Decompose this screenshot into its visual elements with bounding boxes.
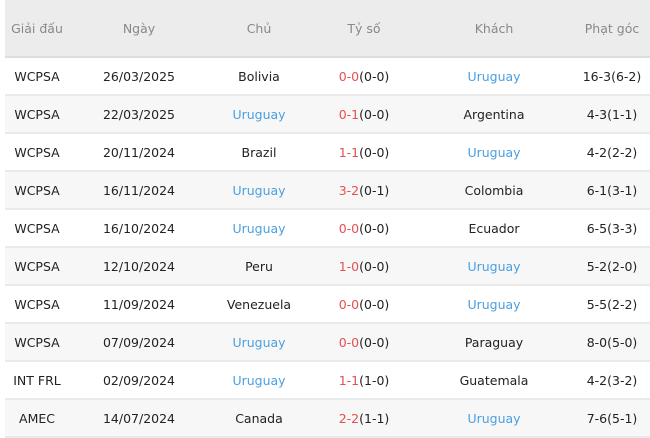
corners-cell: 4-2(3-2)	[569, 361, 650, 400]
away-team[interactable]: Paraguay	[419, 323, 569, 362]
home-team[interactable]: Canada	[209, 399, 309, 438]
table-row[interactable]: WCPSA 11/09/2024 Venezuela 0-0(0-0) Urug…	[5, 285, 650, 324]
league-cell: WCPSA	[5, 285, 69, 324]
table-row[interactable]: AMEC 14/07/2024 Canada 2-2(1-1) Uruguay …	[5, 399, 650, 438]
corners-cell: 8-0(5-0)	[569, 323, 650, 362]
half-time-score: (0-0)	[359, 68, 390, 84]
away-team[interactable]: Uruguay	[419, 399, 569, 438]
home-team[interactable]: Brazil	[209, 133, 309, 172]
away-team[interactable]: Ecuador	[419, 209, 569, 248]
score-cell: 0-0(0-0)	[309, 209, 419, 248]
half-time-score: (0-0)	[359, 258, 390, 274]
table-row[interactable]: WCPSA 07/09/2024 Uruguay 0-0(0-0) Paragu…	[5, 323, 650, 362]
date-cell: 16/11/2024	[69, 171, 209, 210]
half-time-score: (0-0)	[359, 296, 390, 312]
corners-cell: 6-1(3-1)	[569, 171, 650, 210]
full-time-score: 0-0	[338, 220, 360, 236]
table-row[interactable]: WCPSA 22/03/2025 Uruguay 0-1(0-0) Argent…	[5, 95, 650, 134]
score-cell: 3-2(0-1)	[309, 171, 419, 210]
home-team[interactable]: Uruguay	[209, 361, 309, 400]
league-cell: WCPSA	[5, 323, 69, 362]
away-team[interactable]: Uruguay	[419, 133, 569, 172]
league-cell: WCPSA	[5, 57, 69, 96]
half-time-score: (0-0)	[359, 220, 390, 236]
corners-cell: 16-3(6-2)	[569, 57, 650, 96]
table-row[interactable]: WCPSA 16/10/2024 Uruguay 0-0(0-0) Ecuado…	[5, 209, 650, 248]
date-cell: 26/03/2025	[69, 57, 209, 96]
date-cell: 11/09/2024	[69, 285, 209, 324]
header-home: Chủ	[209, 0, 309, 58]
league-cell: WCPSA	[5, 133, 69, 172]
home-team[interactable]: Venezuela	[209, 285, 309, 324]
half-time-score: (0-1)	[359, 182, 390, 198]
score-cell: 0-0(0-0)	[309, 285, 419, 324]
away-team[interactable]: Argentina	[419, 95, 569, 134]
home-team[interactable]: Uruguay	[209, 95, 309, 134]
full-time-score: 1-1	[338, 144, 360, 160]
corners-cell: 6-5(3-3)	[569, 209, 650, 248]
date-cell: 12/10/2024	[69, 247, 209, 286]
away-team[interactable]: Uruguay	[419, 57, 569, 96]
header-score: Tỷ số	[309, 0, 419, 58]
table-row[interactable]: WCPSA 12/10/2024 Peru 1-0(0-0) Uruguay 5…	[5, 247, 650, 286]
date-cell: 16/10/2024	[69, 209, 209, 248]
half-time-score: (0-0)	[359, 144, 390, 160]
score-cell: 2-2(1-1)	[309, 399, 419, 438]
header-date: Ngày	[69, 0, 209, 58]
full-time-score: 0-0	[338, 296, 360, 312]
table-row[interactable]: WCPSA 26/03/2025 Bolivia 0-0(0-0) Urugua…	[5, 57, 650, 96]
league-cell: WCPSA	[5, 209, 69, 248]
corners-cell: 7-6(5-1)	[569, 399, 650, 438]
header-corners: Phạt góc	[569, 0, 650, 58]
date-cell: 20/11/2024	[69, 133, 209, 172]
date-cell: 02/09/2024	[69, 361, 209, 400]
half-time-score: (0-0)	[359, 106, 390, 122]
home-team[interactable]: Bolivia	[209, 57, 309, 96]
full-time-score: 1-1	[338, 372, 360, 388]
home-team[interactable]: Uruguay	[209, 209, 309, 248]
score-cell: 1-1(0-0)	[309, 133, 419, 172]
away-team[interactable]: Uruguay	[419, 247, 569, 286]
full-time-score: 2-2	[338, 410, 360, 426]
half-time-score: (0-0)	[359, 334, 390, 350]
score-cell: 1-0(0-0)	[309, 247, 419, 286]
league-cell: AMEC	[5, 399, 69, 438]
league-cell: WCPSA	[5, 95, 69, 134]
half-time-score: (1-0)	[359, 372, 390, 388]
table-row[interactable]: WCPSA 16/11/2024 Uruguay 3-2(0-1) Colomb…	[5, 171, 650, 210]
away-team[interactable]: Colombia	[419, 171, 569, 210]
full-time-score: 1-0	[338, 258, 360, 274]
corners-cell: 4-2(2-2)	[569, 133, 650, 172]
home-team[interactable]: Uruguay	[209, 323, 309, 362]
away-team[interactable]: Guatemala	[419, 361, 569, 400]
half-time-score: (1-1)	[359, 410, 390, 426]
home-team[interactable]: Peru	[209, 247, 309, 286]
match-history-table: Giải đấu Ngày Chủ Tỷ số Khách Phạt góc WCPSA …	[5, 0, 650, 438]
table-row[interactable]: WCPSA 20/11/2024 Brazil 1-1(0-0) Uruguay…	[5, 133, 650, 172]
score-cell: 1-1(1-0)	[309, 361, 419, 400]
full-time-score: 3-2	[338, 182, 360, 198]
corners-cell: 5-5(2-2)	[569, 285, 650, 324]
home-team[interactable]: Uruguay	[209, 171, 309, 210]
score-cell: 0-0(0-0)	[309, 57, 419, 96]
corners-cell: 4-3(1-1)	[569, 95, 650, 134]
header-away: Khách	[419, 0, 569, 58]
score-cell: 0-0(0-0)	[309, 323, 419, 362]
table-row[interactable]: INT FRL 02/09/2024 Uruguay 1-1(1-0) Guat…	[5, 361, 650, 400]
full-time-score: 0-0	[338, 334, 360, 350]
date-cell: 14/07/2024	[69, 399, 209, 438]
corners-cell: 5-2(2-0)	[569, 247, 650, 286]
header-league: Giải đấu	[5, 0, 69, 58]
league-cell: WCPSA	[5, 171, 69, 210]
full-time-score: 0-0	[338, 68, 360, 84]
date-cell: 07/09/2024	[69, 323, 209, 362]
league-cell: INT FRL	[5, 361, 69, 400]
header-row: Giải đấu Ngày Chủ Tỷ số Khách Phạt góc	[5, 0, 650, 58]
league-cell: WCPSA	[5, 247, 69, 286]
away-team[interactable]: Uruguay	[419, 285, 569, 324]
score-cell: 0-1(0-0)	[309, 95, 419, 134]
full-time-score: 0-1	[338, 106, 360, 122]
date-cell: 22/03/2025	[69, 95, 209, 134]
